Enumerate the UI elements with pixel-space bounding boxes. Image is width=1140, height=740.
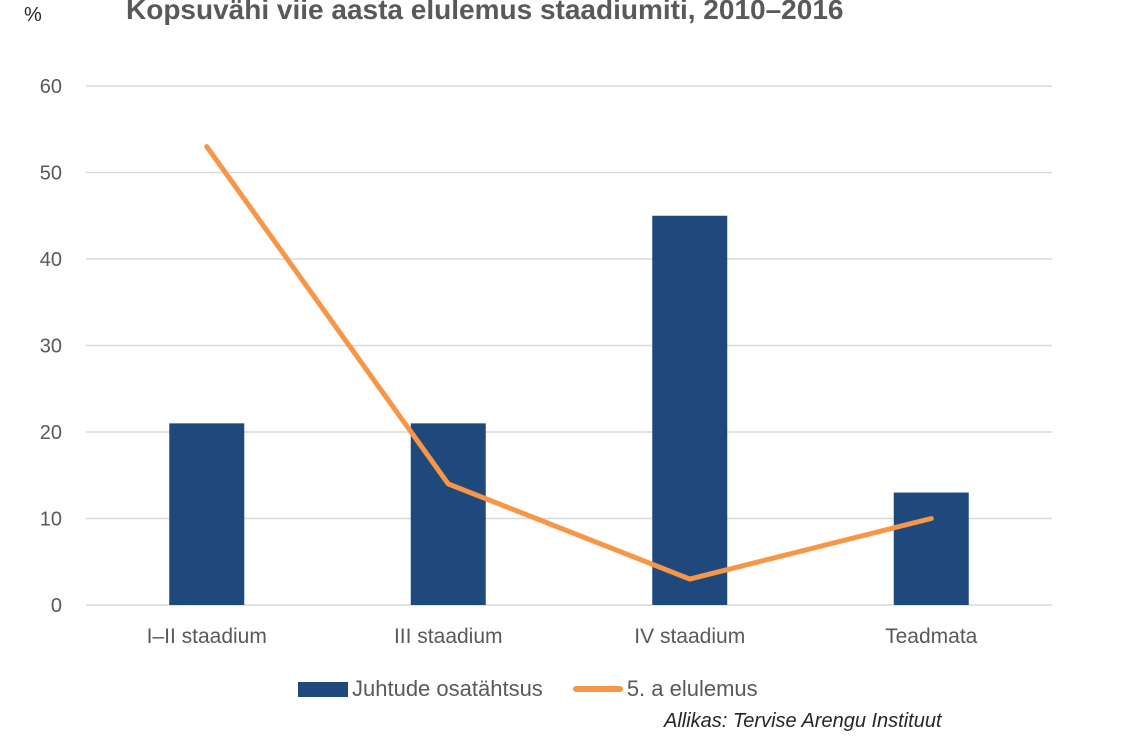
y-tick-label: 20 <box>40 422 62 444</box>
survival-line <box>204 144 934 582</box>
y-tick-label: 50 <box>40 163 62 185</box>
y-tick-label: 30 <box>40 336 62 358</box>
legend-bar-swatch <box>298 681 348 697</box>
y-tick-label: 40 <box>40 249 62 271</box>
legend: Juhtude osatähtsus 5. a elulemus <box>298 676 758 702</box>
bar <box>893 492 969 605</box>
bar <box>652 215 728 605</box>
y-axis-unit: % <box>24 4 42 26</box>
legend-line-swatch <box>572 686 623 692</box>
legend-label-line: 5. a elulemus <box>626 676 758 701</box>
source-note: Allikas: Tervise Arengu Instituut <box>664 710 942 732</box>
x-tick-label: III staadium <box>394 625 503 648</box>
bar <box>169 423 245 605</box>
y-tick-label: 0 <box>51 595 62 617</box>
x-tick-label: Teadmata <box>885 625 978 648</box>
x-tick-label: IV staadium <box>634 625 745 648</box>
x-tick-label: I–II staadium <box>147 625 267 648</box>
chart-title: Kopsuvähi viie aasta elulemus staadiumit… <box>126 0 844 25</box>
y-tick-label: 10 <box>40 509 62 531</box>
legend-label-bar: Juhtude osatähtsus <box>352 676 543 701</box>
bar <box>410 423 486 605</box>
y-tick-label: 60 <box>40 76 62 98</box>
